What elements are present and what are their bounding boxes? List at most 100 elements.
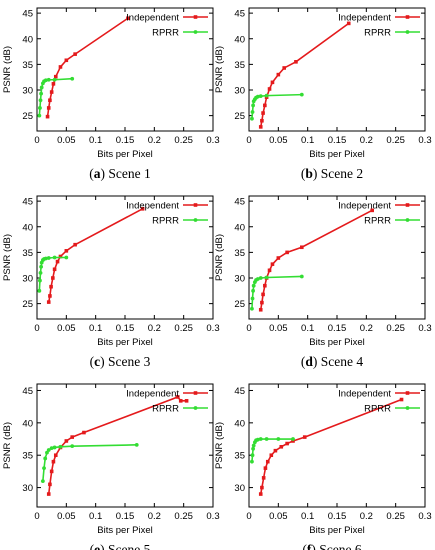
y-tick-label: 35 [234, 60, 245, 71]
data-point [299, 92, 304, 97]
data-point [300, 245, 304, 250]
x-tick-label: 0.05 [269, 323, 288, 334]
x-tick-label: 0.05 [57, 323, 76, 334]
legend-marker [405, 391, 410, 395]
chart-panel: 0 0.05 0.1 0.15 0.2 0.25 0.3 25 30 35 40 45 Bits per… [2, 195, 220, 369]
data-point [38, 106, 42, 110]
data-point [38, 98, 43, 103]
legend-label: RPRR [364, 216, 391, 227]
subfigure-caption: (f) Scene 6 [302, 542, 361, 550]
data-point [51, 459, 56, 464]
data-point [258, 125, 263, 129]
data-point [73, 52, 77, 56]
legend-marker [193, 406, 198, 410]
data-point [258, 307, 263, 312]
y-axis-label: PSNR (dB) [2, 234, 13, 281]
y-tick-label: 30 [234, 86, 245, 97]
y-tick-label: 30 [234, 483, 245, 494]
data-point [279, 444, 284, 449]
data-point [73, 242, 77, 247]
x-tick-label: 0 [34, 135, 39, 146]
y-tick-label: 25 [22, 299, 33, 310]
legend-label: Independent [126, 389, 179, 400]
data-point [263, 466, 268, 470]
data-point [276, 437, 281, 441]
data-point [52, 255, 57, 260]
data-point [52, 445, 57, 450]
y-tick-label: 30 [234, 274, 245, 285]
data-point [52, 267, 57, 272]
data-point [260, 485, 264, 490]
y-tick-label: 40 [234, 418, 245, 429]
data-point [55, 259, 60, 264]
legend-label: Independent [126, 13, 179, 24]
data-point [53, 453, 58, 458]
x-tick-label: 0 [246, 511, 251, 522]
data-point [273, 448, 278, 453]
x-tick-label: 0.25 [174, 135, 193, 146]
data-point [58, 254, 63, 259]
data-point [260, 118, 264, 123]
x-tick-label: 0.2 [148, 135, 161, 146]
data-point [64, 255, 69, 260]
y-tick-label: 40 [22, 418, 33, 429]
x-tick-label: 0 [246, 135, 251, 146]
data-point [276, 72, 281, 77]
y-tick-label: 45 [22, 386, 33, 397]
data-point [291, 439, 295, 443]
x-axis-label: Bits per Pixel [309, 337, 364, 348]
legend-label: RPRR [152, 28, 179, 39]
data-point [40, 479, 45, 484]
data-point [39, 264, 44, 269]
x-tick-label: 0.3 [206, 135, 219, 146]
data-point [58, 65, 63, 69]
subfigure-caption: (b) Scene 2 [301, 166, 363, 181]
data-point [64, 58, 69, 63]
data-point [126, 16, 130, 21]
x-tick-label: 0.25 [386, 511, 405, 522]
data-point [46, 300, 51, 304]
legend-marker [405, 15, 410, 19]
x-tick-label: 0.05 [57, 135, 76, 146]
data-point [46, 77, 51, 82]
data-point [49, 446, 54, 450]
chart-panel: 0 0.05 0.1 0.15 0.2 0.25 0.3 30 35 40 45 Bits per P… [2, 383, 220, 550]
data-point [258, 492, 263, 496]
data-point [39, 91, 44, 96]
data-point [276, 256, 281, 260]
data-point [261, 292, 265, 297]
data-point [43, 78, 48, 83]
x-tick-label: 0.3 [206, 323, 219, 334]
legend-marker [193, 391, 198, 395]
x-tick-label: 0.3 [418, 323, 431, 334]
y-axis-label: PSNR (dB) [214, 234, 225, 281]
data-point [291, 437, 295, 441]
x-tick-label: 0.3 [418, 511, 431, 522]
data-point [178, 399, 183, 403]
data-point [255, 94, 260, 99]
data-point [260, 300, 264, 305]
x-tick-label: 0.15 [328, 323, 347, 334]
legend-marker [405, 30, 410, 34]
series-line-rprr [42, 444, 137, 482]
data-point [70, 435, 74, 439]
chart-panel: 0 0.05 0.1 0.15 0.2 0.25 0.3 25 30 35 40 45 Bits per… [214, 7, 432, 181]
data-point [43, 456, 48, 461]
data-point [250, 459, 254, 464]
data-point [285, 441, 289, 446]
data-point [370, 208, 374, 213]
legend-marker [405, 218, 410, 222]
subfigure-caption: (d) Scene 4 [301, 354, 363, 369]
data-point [261, 476, 266, 480]
series-line-independent [259, 209, 373, 310]
data-point [250, 116, 254, 121]
data-point [263, 283, 267, 288]
y-axis-label: PSNR (dB) [2, 422, 13, 469]
data-point [251, 283, 256, 288]
data-point [251, 288, 256, 293]
subfigure-caption: (e) Scene 5 [90, 542, 151, 550]
y-tick-label: 40 [22, 34, 33, 45]
x-tick-label: 0.1 [301, 135, 314, 146]
x-tick-label: 0 [246, 323, 251, 334]
data-point [265, 459, 270, 464]
